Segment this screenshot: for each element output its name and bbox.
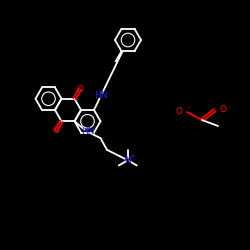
Text: O: O [219, 106, 226, 114]
Text: +: + [129, 153, 135, 159]
Text: O: O [176, 108, 183, 116]
Text: HN: HN [94, 92, 108, 100]
Text: N: N [124, 156, 131, 165]
Text: O: O [52, 126, 60, 135]
Text: O: O [76, 85, 84, 94]
Text: -: - [188, 104, 190, 110]
Text: HN: HN [81, 127, 94, 136]
